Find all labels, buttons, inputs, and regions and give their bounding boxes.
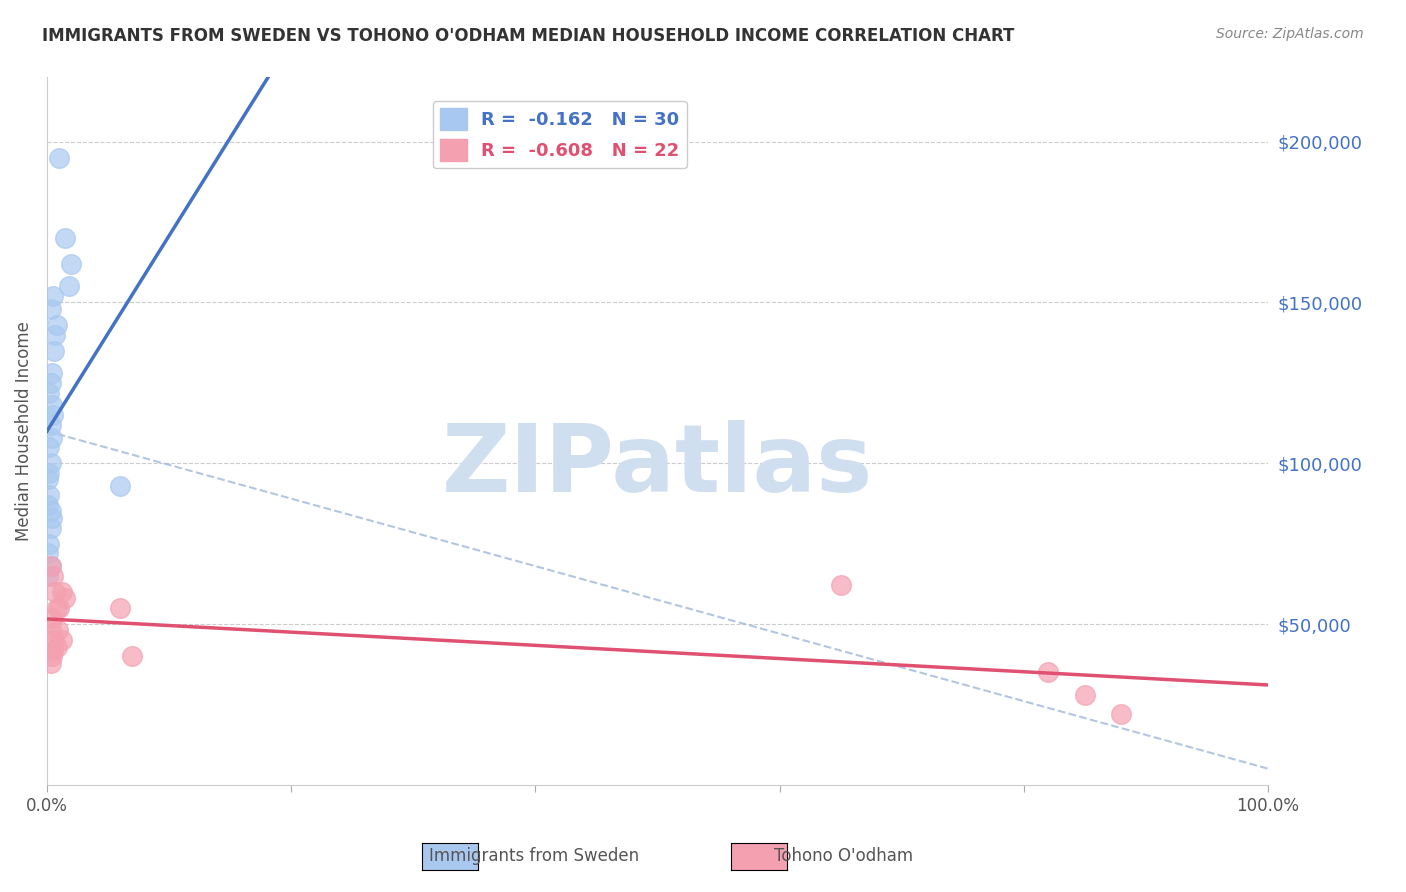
Point <box>51 633 73 648</box>
Point <box>41 366 63 380</box>
Point <box>108 479 131 493</box>
Point <box>1074 688 1097 702</box>
Point <box>42 568 65 582</box>
Text: Tohono O'odham: Tohono O'odham <box>775 847 912 865</box>
Point <box>42 642 65 657</box>
Point <box>37 546 59 560</box>
Point <box>45 318 67 332</box>
Point <box>60 257 83 271</box>
Point <box>39 456 62 470</box>
Point <box>1038 665 1060 680</box>
Point <box>37 498 59 512</box>
Point <box>38 536 60 550</box>
Point <box>41 649 63 664</box>
Point <box>45 640 67 654</box>
Text: IMMIGRANTS FROM SWEDEN VS TOHONO O'ODHAM MEDIAN HOUSEHOLD INCOME CORRELATION CHA: IMMIGRANTS FROM SWEDEN VS TOHONO O'ODHAM… <box>42 27 1015 45</box>
Point <box>39 624 62 638</box>
Y-axis label: Median Household Income: Median Household Income <box>15 321 32 541</box>
Point <box>37 472 59 486</box>
Point <box>38 488 60 502</box>
Point <box>41 431 63 445</box>
Point <box>44 585 66 599</box>
Point <box>39 417 62 432</box>
Point <box>44 633 66 648</box>
Point <box>39 559 62 574</box>
Point <box>48 151 70 165</box>
Point <box>38 440 60 454</box>
Point <box>39 504 62 518</box>
Point <box>1111 706 1133 721</box>
Point <box>58 279 80 293</box>
Point <box>121 649 143 664</box>
Point <box>46 624 69 638</box>
Text: ZIPatlas: ZIPatlas <box>441 420 873 513</box>
Point <box>830 578 852 592</box>
Point <box>44 327 66 342</box>
Point <box>44 343 66 358</box>
Point <box>38 466 60 480</box>
Text: Immigrants from Sweden: Immigrants from Sweden <box>429 847 640 865</box>
Point <box>53 231 76 245</box>
Point <box>41 511 63 525</box>
Point <box>42 408 65 422</box>
Point <box>37 568 59 582</box>
Point <box>39 376 62 390</box>
Point <box>39 656 62 670</box>
Point <box>42 289 65 303</box>
Point <box>45 601 67 615</box>
Point <box>51 585 73 599</box>
Point <box>53 591 76 606</box>
Point <box>41 610 63 624</box>
Point <box>41 398 63 412</box>
Point <box>38 385 60 400</box>
Text: Source: ZipAtlas.com: Source: ZipAtlas.com <box>1216 27 1364 41</box>
Point <box>108 601 131 615</box>
Point <box>39 301 62 316</box>
Point <box>39 559 62 574</box>
Point <box>48 601 70 615</box>
Point <box>39 520 62 534</box>
Legend: R =  -0.162   N = 30, R =  -0.608   N = 22: R = -0.162 N = 30, R = -0.608 N = 22 <box>433 101 688 168</box>
